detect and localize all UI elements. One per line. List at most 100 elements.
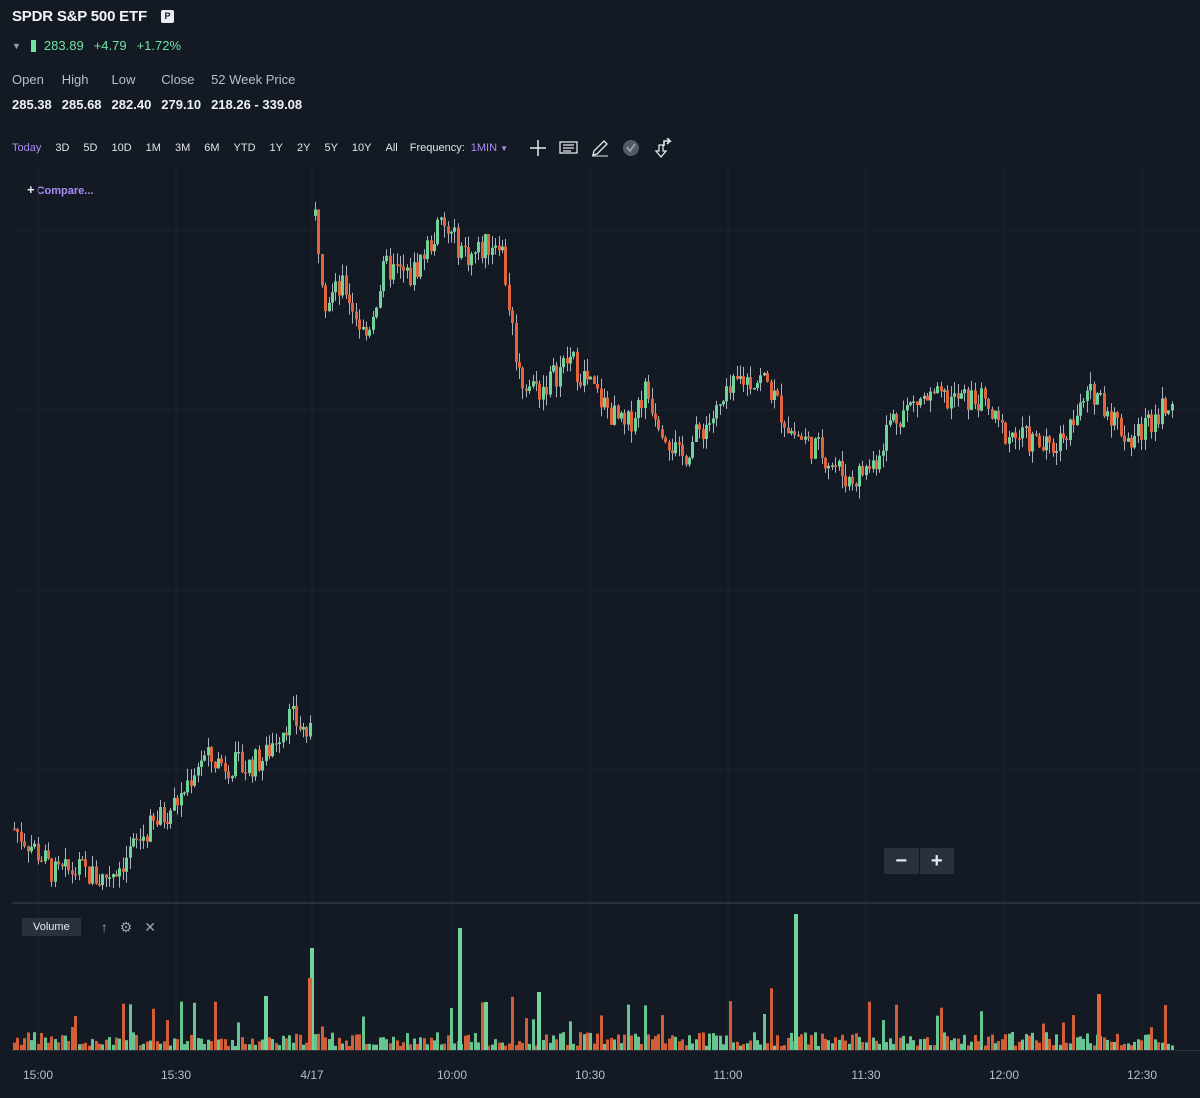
volume-bar: [834, 1037, 837, 1050]
zoom-out-button[interactable]: −: [884, 848, 920, 874]
volume-bar: [1014, 1045, 1017, 1050]
arrow-up-icon[interactable]: ↑: [100, 919, 108, 935]
candle-body: [345, 275, 348, 295]
candle-body: [855, 483, 858, 487]
volume-bar: [654, 1036, 657, 1050]
candle-body: [984, 388, 987, 399]
volume-bar: [355, 1034, 358, 1050]
candle-body: [302, 727, 305, 730]
volume-bar: [535, 1045, 538, 1050]
candle-body: [623, 412, 626, 425]
volume-bar: [589, 1032, 592, 1050]
volume-bar: [152, 1008, 155, 1050]
candle-body: [498, 245, 501, 251]
volume-bar: [81, 1043, 84, 1050]
range-10d[interactable]: 10D: [111, 142, 132, 154]
news-icon[interactable]: [559, 139, 579, 157]
gear-icon[interactable]: ⚙: [119, 918, 133, 935]
chevron-down-icon[interactable]: ▼: [12, 40, 21, 51]
candle-body: [953, 393, 956, 397]
volume-bar: [1001, 1039, 1004, 1050]
candle-body: [542, 386, 545, 400]
range-3d[interactable]: 3D: [55, 142, 70, 154]
volume-bar: [129, 1004, 132, 1050]
volume-bar: [831, 1043, 834, 1050]
candle-body: [804, 436, 807, 440]
candle-body: [1055, 450, 1058, 453]
compare-button[interactable]: + Compare...: [27, 182, 93, 197]
range-today[interactable]: Today: [12, 142, 42, 154]
stat-label: 52 Week Price: [211, 72, 296, 87]
range-6m[interactable]: 6M: [204, 142, 220, 154]
volume-bar: [1110, 1041, 1113, 1050]
candle-body: [348, 294, 351, 303]
pencil-icon[interactable]: [590, 139, 610, 157]
candle-body: [994, 410, 997, 419]
volume-bar: [545, 1034, 548, 1050]
zoom-in-button[interactable]: +: [920, 848, 955, 874]
range-1m[interactable]: 1M: [145, 142, 161, 154]
candle-body: [671, 450, 674, 454]
candle-body: [501, 246, 504, 251]
volume-bar: [603, 1043, 606, 1050]
volume-bar: [919, 1039, 922, 1050]
volume-bar: [770, 988, 773, 1050]
quote-line: ▼ 283.89 +4.79 +1.72%: [12, 38, 191, 53]
volume-bar: [436, 1032, 439, 1050]
candle-body: [122, 868, 125, 872]
range-2y[interactable]: 2Y: [296, 142, 311, 154]
candle-body: [521, 367, 524, 389]
export-icon[interactable]: [652, 138, 672, 158]
candle-body: [705, 424, 708, 440]
volume-bar: [487, 1045, 490, 1050]
range-all[interactable]: All: [385, 142, 398, 154]
volume-bar: [61, 1035, 64, 1050]
candle-body: [916, 401, 919, 406]
volume-bar: [1031, 1032, 1034, 1050]
candle-body: [1048, 436, 1051, 443]
volume-bar: [865, 1042, 868, 1050]
candle-body: [967, 389, 970, 410]
crosshair-icon[interactable]: [528, 139, 548, 157]
compare-icon[interactable]: [621, 139, 641, 157]
close-icon[interactable]: ✕: [144, 918, 156, 935]
range-10y[interactable]: 10Y: [351, 142, 372, 154]
volume-bar: [44, 1037, 47, 1050]
candle-body: [436, 219, 439, 245]
range-ytd[interactable]: YTD: [233, 142, 256, 154]
candle-body: [430, 240, 433, 252]
volume-bar: [600, 1015, 603, 1050]
volume-bar: [926, 1037, 929, 1050]
volume-bar: [623, 1034, 626, 1050]
candle-body: [210, 747, 213, 762]
range-3m[interactable]: 3M: [174, 142, 191, 154]
candle-body: [27, 846, 30, 852]
volume-bar: [1035, 1040, 1038, 1050]
range-5d[interactable]: 5D: [83, 142, 98, 154]
volume-bar: [1059, 1044, 1062, 1050]
volume-bar: [977, 1041, 980, 1050]
candle-body: [375, 307, 378, 317]
volume-bar: [1079, 1036, 1082, 1050]
candle-body: [943, 390, 946, 392]
candle-body: [220, 758, 223, 764]
candle-body: [309, 722, 312, 737]
volume-bar: [105, 1039, 108, 1050]
range-5y[interactable]: 5Y: [324, 142, 338, 154]
volume-bar: [725, 1035, 728, 1050]
range-1y[interactable]: 1Y: [269, 142, 283, 154]
volume-bar: [868, 1001, 871, 1050]
candle-body: [617, 405, 620, 419]
volume-bar: [453, 1043, 456, 1050]
candle-body: [203, 755, 206, 761]
volume-bar: [895, 1004, 898, 1050]
volume-bar: [47, 1042, 50, 1050]
candle-body: [241, 751, 244, 773]
candle-body: [882, 450, 885, 456]
frequency-select[interactable]: 1MIN ▼: [471, 142, 508, 154]
volume-bar: [1018, 1041, 1021, 1050]
volume-bar: [814, 1032, 817, 1050]
volume-bar: [644, 1005, 647, 1050]
volume-bar: [729, 1001, 732, 1050]
